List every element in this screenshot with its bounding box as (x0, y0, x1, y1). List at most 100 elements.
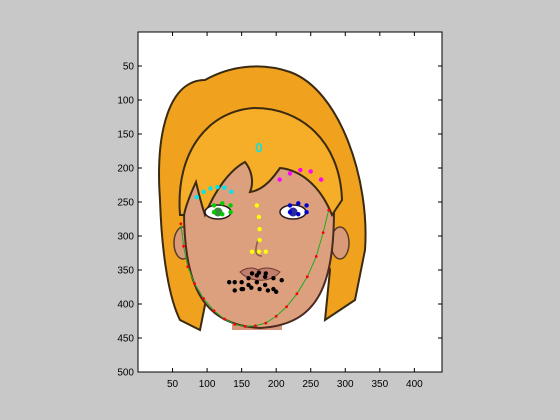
jawline-point (182, 244, 186, 248)
mouth-point (279, 278, 284, 283)
mouth-point (227, 280, 232, 285)
keypoint-layer (179, 142, 331, 328)
x-tick-label: 300 (337, 379, 354, 390)
left-eyebrow-point (194, 195, 199, 200)
mouth-point (262, 282, 268, 288)
right-eye-point (287, 210, 293, 215)
mouth-point (257, 286, 262, 292)
mouth-point (273, 289, 279, 294)
series-right-eye (287, 201, 309, 217)
hair-fringe (178, 106, 344, 218)
nose-point (263, 249, 269, 254)
right-eye-point (304, 210, 309, 215)
nose-point (254, 203, 260, 208)
right-eye-point (304, 203, 309, 208)
right-eyebrow-point (318, 177, 324, 182)
jawline-point (212, 309, 216, 313)
x-tick-label: 400 (406, 379, 423, 390)
mouth-point (232, 288, 237, 293)
series-left-eyebrow (194, 184, 234, 200)
left-eye-point (220, 212, 225, 217)
mouth-point (271, 286, 276, 292)
nose-point (257, 237, 262, 243)
jawline-point (274, 314, 278, 318)
right-eye-point (296, 201, 301, 206)
nose-line (255, 239, 263, 257)
left-eye-point (211, 210, 217, 215)
mouth-point (256, 270, 262, 275)
left-eyebrow-point (215, 184, 220, 190)
nose-point (249, 249, 255, 254)
x-tick-label: 100 (199, 379, 216, 390)
mouth-point (246, 275, 251, 281)
mouth-point (246, 282, 251, 288)
jawline-point (243, 325, 247, 328)
jawline-point (254, 324, 257, 328)
nose-point (256, 214, 262, 220)
jawline-point (285, 305, 288, 309)
series-right-eyebrow (277, 167, 324, 182)
x-tick-label: 350 (371, 379, 388, 390)
y-tick-label: 50 (123, 62, 135, 73)
jawline-point (222, 317, 226, 321)
y-tick-label: 500 (117, 368, 134, 379)
x-tick-label: 250 (302, 379, 319, 390)
jawline-point (202, 297, 206, 300)
left-eye-point (211, 203, 217, 208)
jawline-point (327, 208, 331, 212)
left-eyebrow-point (229, 189, 234, 194)
series-forehead-marker (255, 142, 263, 153)
forehead-marker-point (255, 142, 263, 153)
jawline-point (314, 255, 318, 258)
right-eyebrow-point (277, 177, 282, 182)
series-mouth (227, 270, 284, 294)
mouth-point (254, 280, 260, 285)
jawline-point (233, 323, 237, 326)
face-illustration (158, 65, 367, 332)
x-axis: 50 100 150 200 250 300 350 400 (167, 32, 423, 390)
left-eyebrow-point (208, 186, 213, 191)
jawline-point (264, 321, 268, 325)
y-tick-label: 450 (117, 334, 134, 345)
jawline-point (295, 292, 299, 296)
jawline-point (186, 265, 190, 268)
mouth-point (262, 274, 268, 279)
mouth-point (271, 275, 276, 281)
mouth-point (249, 285, 254, 290)
jawline-curve (180, 210, 330, 327)
mouth-point (249, 271, 255, 276)
series-nose (249, 203, 269, 254)
mouth-point (265, 288, 271, 293)
left-eyebrow-point (201, 189, 206, 194)
y-tick-label: 100 (117, 96, 134, 107)
y-tick-label: 250 (117, 198, 134, 209)
right-eyebrow-point (287, 171, 293, 176)
y-axis: 50 100 150 200 250 300 350 400 450 500 (117, 62, 442, 379)
mouth-point (240, 286, 246, 292)
x-tick-label: 150 (233, 379, 250, 390)
mouth-point (239, 280, 244, 285)
nose-point (256, 249, 262, 254)
y-tick-label: 350 (117, 266, 134, 277)
right-eyebrow-point (308, 169, 313, 174)
right-eye-point (296, 212, 301, 217)
x-tick-label: 200 (268, 379, 285, 390)
nose-point (257, 227, 262, 232)
jawline-point (321, 231, 325, 235)
x-tick-label: 50 (167, 379, 179, 390)
jawline-point (193, 282, 197, 285)
series-left-eye (211, 201, 233, 217)
mouth-point (263, 271, 269, 276)
right-eye-point (287, 203, 293, 208)
series-jawline (179, 208, 331, 328)
right-eyebrow-point (298, 167, 303, 173)
jawline-point (179, 222, 183, 226)
mouth-point (232, 280, 237, 285)
left-eyebrow-point (222, 185, 227, 190)
jawline-point (305, 275, 309, 279)
left-eye-point (220, 201, 225, 206)
y-tick-label: 200 (117, 164, 134, 175)
left-eye-point (228, 203, 233, 208)
left-eye-point (228, 210, 233, 215)
